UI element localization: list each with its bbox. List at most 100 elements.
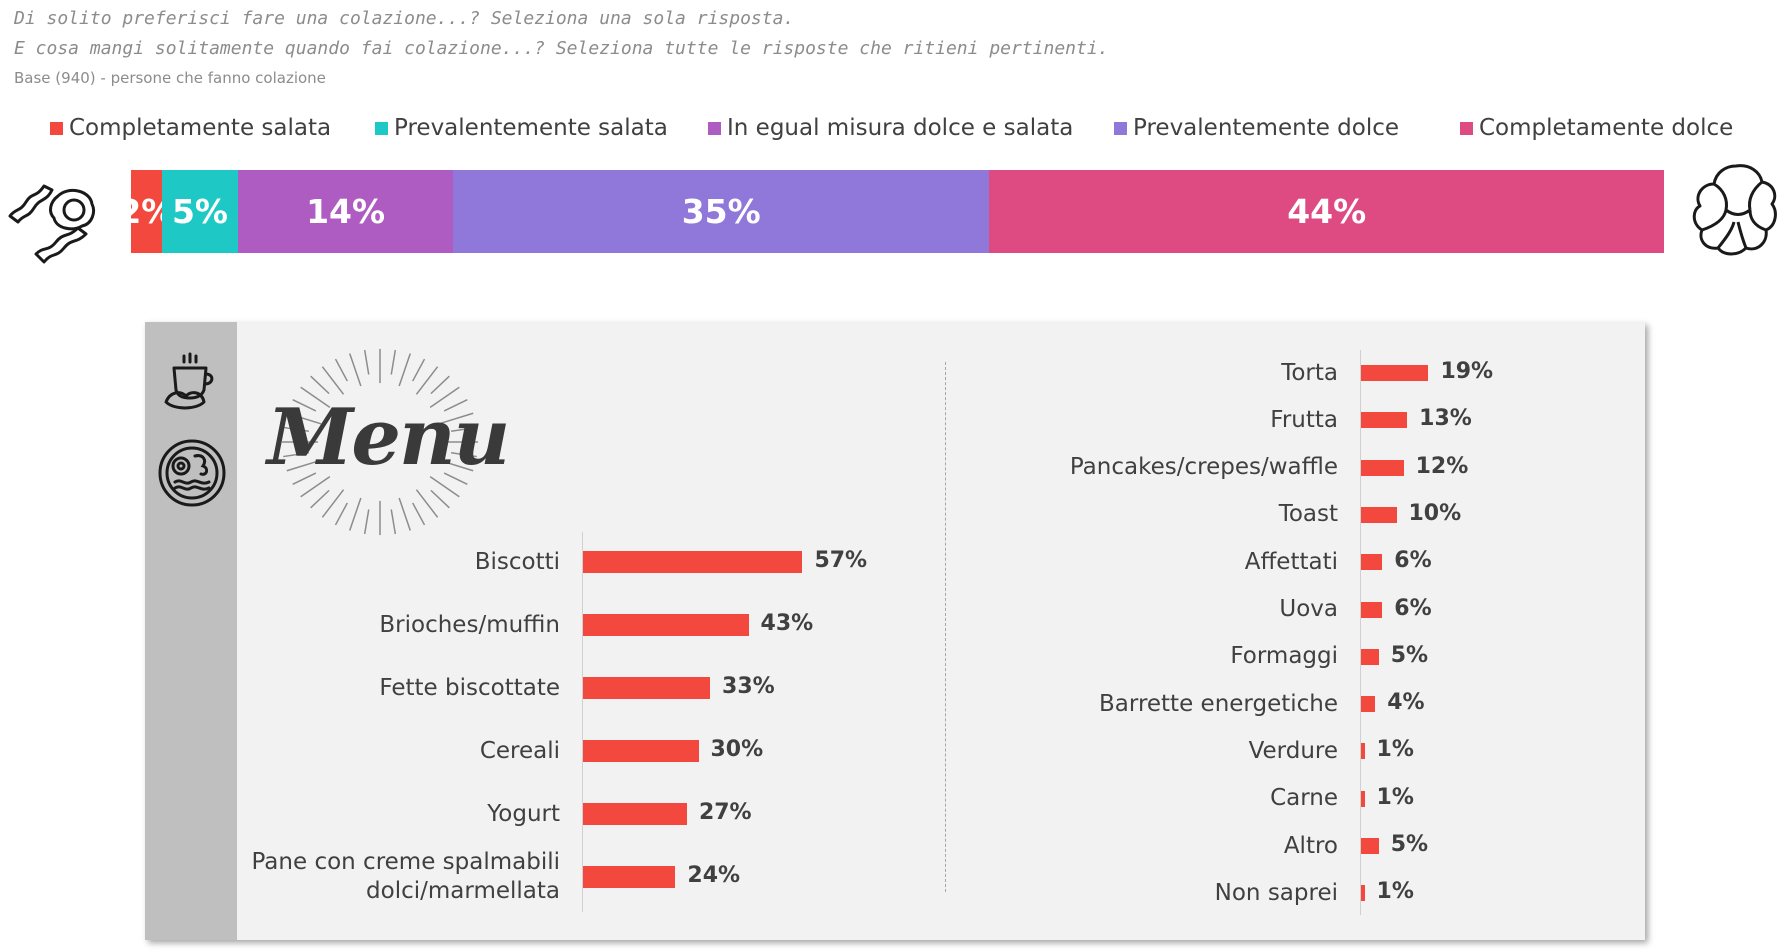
- sunburst-ray: [321, 489, 345, 518]
- sunburst-ray: [438, 412, 474, 425]
- menu-logo-icon: Menu: [255, 342, 510, 542]
- bar: [583, 551, 803, 573]
- category-label: Yogurt: [487, 800, 560, 829]
- category-label: Frutta: [1270, 406, 1338, 435]
- value-label: 10%: [1408, 500, 1462, 526]
- category-label-line: Formaggi: [1230, 643, 1338, 670]
- category-label-line: dolci/marmellata: [366, 878, 560, 904]
- value-label: 4%: [1387, 690, 1425, 716]
- category-label: Affettati: [1245, 548, 1338, 577]
- value-label: 12%: [1415, 453, 1469, 479]
- category-label: Pane con creme spalmabili dolci/marmellat…: [251, 848, 560, 906]
- category-label: Non saprei: [1215, 879, 1338, 908]
- menu-logo-text: Menu: [267, 392, 510, 483]
- legend-item: Prevalentemente salata: [375, 115, 668, 141]
- value-label: 19%: [1440, 359, 1494, 384]
- legend-label: Prevalentemente salata: [394, 115, 668, 141]
- sunburst-ray: [363, 509, 370, 535]
- value-label: 27%: [698, 800, 752, 825]
- sunburst-ray: [310, 375, 330, 395]
- sunburst-ray: [438, 459, 474, 472]
- bar: [583, 740, 699, 762]
- bar: [1361, 648, 1379, 665]
- category-axis: [582, 532, 583, 912]
- stacked-bar: 2% 5% 14% 35% 44%: [118, 170, 1664, 253]
- value-label: 1%: [1376, 784, 1414, 810]
- segment-label: 35%: [681, 192, 761, 231]
- category-label-line: Pane con creme spalmabili: [251, 849, 560, 875]
- category-label: Formaggi: [1230, 642, 1338, 671]
- segment-label: 5%: [171, 192, 228, 231]
- category-label: Toast: [1279, 500, 1338, 529]
- category-label-line: Cereali: [479, 737, 560, 764]
- breakfast-plate-icon: [157, 438, 227, 508]
- sunburst-ray: [321, 366, 345, 395]
- sunburst-ray: [390, 349, 397, 375]
- bar: [1361, 459, 1404, 476]
- category-label-line: Non saprei: [1214, 879, 1338, 906]
- bar: [1361, 696, 1376, 713]
- sunburst-ray: [349, 497, 362, 531]
- value-label: 24%: [687, 863, 741, 888]
- sunburst-ray: [451, 451, 477, 458]
- bar: [583, 677, 711, 699]
- value-label: 30%: [710, 737, 764, 762]
- category-label: Verdure: [1249, 737, 1338, 766]
- category-label: Biscotti: [475, 548, 560, 577]
- sunburst-ray: [349, 353, 362, 387]
- legend-swatch: [1114, 121, 1127, 135]
- sunburst-ray: [283, 451, 309, 458]
- bar: [1361, 601, 1383, 618]
- sunburst-ray: [390, 509, 397, 535]
- sunburst-ray: [292, 399, 317, 412]
- sunburst-ray: [443, 399, 468, 412]
- question-2: E cosa mangi solitamente quando fai cola…: [14, 38, 1109, 59]
- legend-label: In egual misura dolce e salata: [727, 115, 1074, 141]
- category-label: Barrette energetiche: [1099, 690, 1338, 719]
- category-label-line: Yogurt: [487, 800, 560, 827]
- value-label: 5%: [1390, 832, 1429, 857]
- category-label: Altro: [1284, 832, 1338, 861]
- sunburst-ray: [415, 366, 439, 395]
- sunburst-ray: [286, 459, 322, 472]
- legend-label: Completamente salata: [69, 115, 332, 141]
- sunburst-ray: [283, 426, 309, 433]
- segment-label: 44%: [1287, 192, 1367, 231]
- value-label: 6%: [1394, 595, 1432, 621]
- legend-item: Completamente salata: [50, 115, 331, 141]
- value-label: 57%: [814, 548, 868, 573]
- sunburst-ray: [415, 489, 439, 518]
- menu-panel: Menu Biscotti 57% Brioches/muffin 43% Fette …: [145, 322, 1645, 940]
- category-label-line: Torta: [1281, 359, 1338, 386]
- bar: [1361, 365, 1429, 381]
- value-label: 1%: [1376, 737, 1414, 763]
- sunburst-ray: [334, 358, 348, 382]
- bar: [583, 803, 687, 825]
- value-label: 6%: [1394, 548, 1432, 574]
- legend-item: In egual misura dolce e salata: [708, 115, 1073, 141]
- sunburst-ray: [429, 476, 460, 498]
- base-note: Base (940) - persone che fanno colazione: [14, 69, 326, 87]
- bar: [1361, 790, 1365, 807]
- sunburst-ray: [300, 386, 331, 408]
- value-label: 5%: [1390, 642, 1429, 668]
- legend-item: Completamente dolce: [1460, 115, 1733, 141]
- bar: [583, 866, 676, 888]
- sunburst-ray: [430, 375, 450, 395]
- stacked-segment: 35%: [452, 170, 990, 253]
- stacked-segment: 44%: [989, 170, 1664, 253]
- sunburst-ray: [443, 472, 468, 485]
- category-label-line: Toast: [1278, 501, 1338, 528]
- sunburst-ray: [286, 412, 322, 425]
- bar: [1361, 743, 1365, 760]
- category-label-line: Altro: [1283, 832, 1338, 859]
- category-label-line: Brioches/muffin: [379, 611, 560, 638]
- sunburst-ray: [300, 476, 331, 498]
- category-label: Torta: [1281, 359, 1338, 388]
- category-label-line: Biscotti: [474, 548, 560, 575]
- stacked-segment: 5%: [161, 170, 239, 253]
- croissant-icon: [1688, 160, 1778, 260]
- legend: Completamente salata Prevalentemente sala…: [0, 115, 1783, 149]
- legend-label: Completamente dolce: [1479, 115, 1734, 141]
- sunburst-ray: [398, 497, 411, 531]
